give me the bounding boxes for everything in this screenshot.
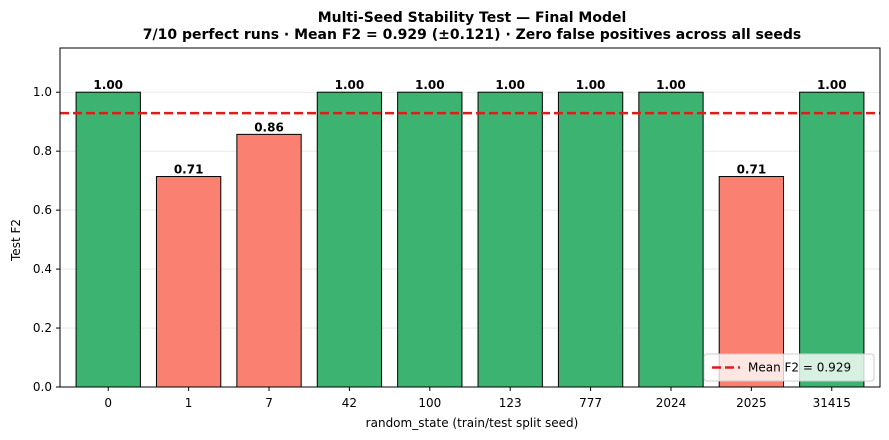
bar-7 <box>236 133 302 388</box>
y-tick-label-5: 1.0 <box>33 85 52 99</box>
legend: Mean F2 = 0.929 <box>703 353 875 382</box>
axes <box>59 47 881 388</box>
x-tick-label-31415: 31415 <box>813 396 851 410</box>
data-label-0: 1.00 <box>93 78 123 92</box>
y-tick-labels: 0.0 0.2 0.4 0.6 0.8 1.0 <box>33 85 60 394</box>
legend-label: Mean F2 = 0.929 <box>748 361 851 375</box>
data-label-100: 1.00 <box>415 78 445 92</box>
x-tick-label-777: 777 <box>579 396 602 410</box>
y-tick-label-4: 0.8 <box>33 144 52 158</box>
chart-title: Multi-Seed Stability Test — Final Model <box>318 10 627 26</box>
data-label-777: 1.00 <box>576 78 606 92</box>
x-tick-label-7: 7 <box>265 396 273 410</box>
data-label-42: 1.00 <box>335 78 365 92</box>
y-tick-label-0: 0.0 <box>33 380 52 394</box>
data-label-31415: 1.00 <box>817 78 847 92</box>
bar-0 <box>75 91 141 388</box>
y-tick-label-3: 0.6 <box>33 203 52 217</box>
y-axis-label: Test F2 <box>9 219 23 262</box>
bars <box>75 91 865 388</box>
x-axis-label: random_state (train/test split seed) <box>366 416 579 430</box>
chart-subtitle: 7/10 perfect runs · Mean F2 = 0.929 (±0.… <box>143 27 801 43</box>
bar-123 <box>477 91 543 388</box>
legend-box <box>703 353 875 382</box>
x-tick-label-123: 123 <box>499 396 522 410</box>
x-tick-label-100: 100 <box>418 396 441 410</box>
data-label-1: 0.71 <box>174 163 204 177</box>
bar-42 <box>316 91 383 388</box>
bar-777 <box>557 91 624 388</box>
data-label-123: 1.00 <box>495 78 525 92</box>
data-label-2024: 1.00 <box>656 78 686 92</box>
x-tick-label-1: 1 <box>185 396 193 410</box>
bar-1 <box>155 176 222 388</box>
data-label-7: 0.86 <box>254 120 284 134</box>
x-tick-label-2025: 2025 <box>736 396 767 410</box>
bar-2024 <box>638 91 704 388</box>
bar-100 <box>397 91 463 388</box>
x-tick-label-42: 42 <box>342 396 357 410</box>
bar-31415 <box>799 91 865 388</box>
x-tick-label-2024: 2024 <box>656 396 687 410</box>
x-tick-label-0: 0 <box>104 396 112 410</box>
y-tick-label-2: 0.4 <box>33 262 52 276</box>
data-label-2025: 0.71 <box>737 163 767 177</box>
data-labels: 1.00 0.71 0.86 1.00 1.00 1.00 1.00 1.00 0.71 1.00 <box>93 78 846 176</box>
plot-frame <box>59 47 881 388</box>
x-tick-labels: 0 1 7 42 100 123 777 2024 2025 31415 <box>104 387 851 410</box>
y-tick-label-1: 0.2 <box>33 321 52 335</box>
